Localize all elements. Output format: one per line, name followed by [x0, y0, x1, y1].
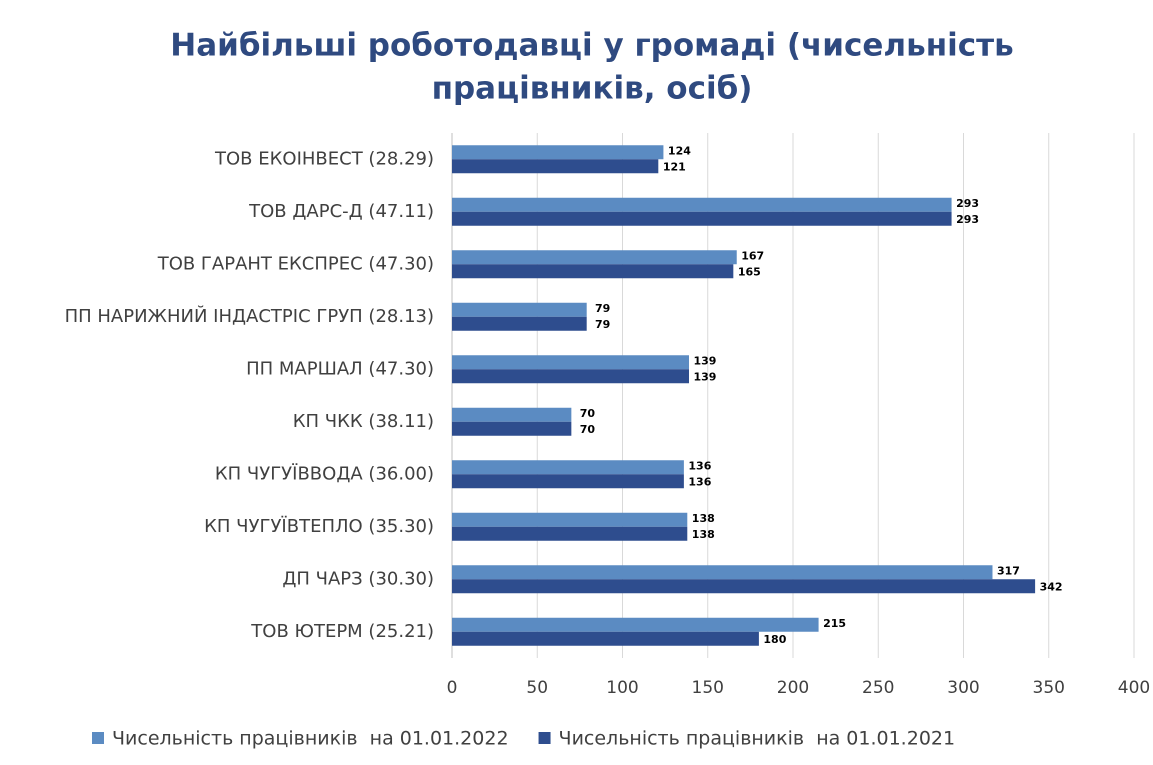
x-tick-label: 150 [692, 678, 724, 698]
bar [452, 197, 952, 212]
value-label: 121 [663, 160, 686, 173]
bar [452, 565, 993, 580]
bar [452, 512, 688, 527]
bar [452, 369, 689, 384]
chart-title: працівників, осіб) [432, 71, 753, 107]
bar [452, 145, 664, 160]
x-tick-label: 100 [606, 678, 638, 698]
value-label: 167 [741, 249, 764, 262]
value-label: 124 [668, 144, 691, 157]
bar [452, 617, 819, 632]
bar [452, 264, 734, 279]
value-label: 79 [595, 302, 610, 315]
x-tick-label: 350 [1033, 678, 1065, 698]
x-tick-label: 250 [862, 678, 894, 698]
y-tick-label: КП ЧУГУЇВТЕПЛО (35.30) [204, 516, 434, 537]
legend-label: Чисельність працівників на 01.01.2022 [112, 728, 509, 750]
x-tick-label: 400 [1118, 678, 1150, 698]
value-label: 136 [688, 459, 711, 472]
value-label: 139 [694, 370, 717, 383]
x-tick-label: 200 [777, 678, 809, 698]
bar [452, 316, 587, 331]
y-tick-label: КП ЧУГУЇВВОДА (36.00) [215, 463, 434, 484]
bar [452, 407, 572, 422]
value-label: 180 [763, 633, 786, 646]
bar [452, 421, 572, 436]
y-tick-label: ТОВ ДАРС-Д (47.11) [248, 201, 434, 222]
value-label: 293 [956, 197, 979, 210]
bar [452, 355, 689, 370]
value-label: 165 [738, 265, 761, 278]
legend-swatch [92, 732, 104, 744]
bar [452, 631, 759, 646]
value-label: 139 [694, 354, 717, 367]
bar [452, 460, 684, 475]
bar [452, 579, 1036, 594]
x-tick-label: 50 [526, 678, 548, 698]
x-tick-label: 0 [447, 678, 458, 698]
y-tick-label: ТОВ ЮТЕРМ (25.21) [250, 621, 434, 642]
y-tick-label: ДП ЧАРЗ (30.30) [282, 568, 434, 589]
value-label: 136 [688, 475, 711, 488]
value-label: 342 [1040, 580, 1063, 593]
value-label: 215 [823, 617, 846, 630]
value-label: 317 [997, 564, 1020, 577]
bar [452, 211, 952, 226]
value-label: 293 [956, 213, 979, 226]
y-tick-label: ПП НАРИЖНИЙ ІНДАСТРІС ГРУП (28.13) [65, 305, 434, 327]
y-tick-label: ТОВ ГАРАНТ ЕКСПРЕС (47.30) [157, 253, 434, 274]
value-label: 70 [580, 423, 596, 436]
legend-label: Чисельність працівників на 01.01.2021 [559, 728, 956, 750]
value-label: 138 [692, 512, 715, 525]
y-tick-label: КП ЧКК (38.11) [293, 411, 434, 432]
value-label: 138 [692, 528, 715, 541]
chart-title: Найбільші роботодавці у громаді (чисельн… [170, 28, 1013, 64]
bar [452, 526, 688, 541]
bar [452, 159, 659, 174]
bar [452, 474, 684, 489]
value-label: 70 [580, 407, 596, 420]
legend-swatch [538, 732, 551, 744]
x-tick-label: 300 [947, 678, 979, 698]
bar [452, 302, 587, 317]
y-tick-label: ТОВ ЕКОІНВЕСТ (28.29) [214, 148, 434, 169]
bar [452, 250, 737, 265]
y-tick-label: ПП МАРШАЛ (47.30) [246, 358, 434, 379]
value-label: 79 [595, 318, 610, 331]
